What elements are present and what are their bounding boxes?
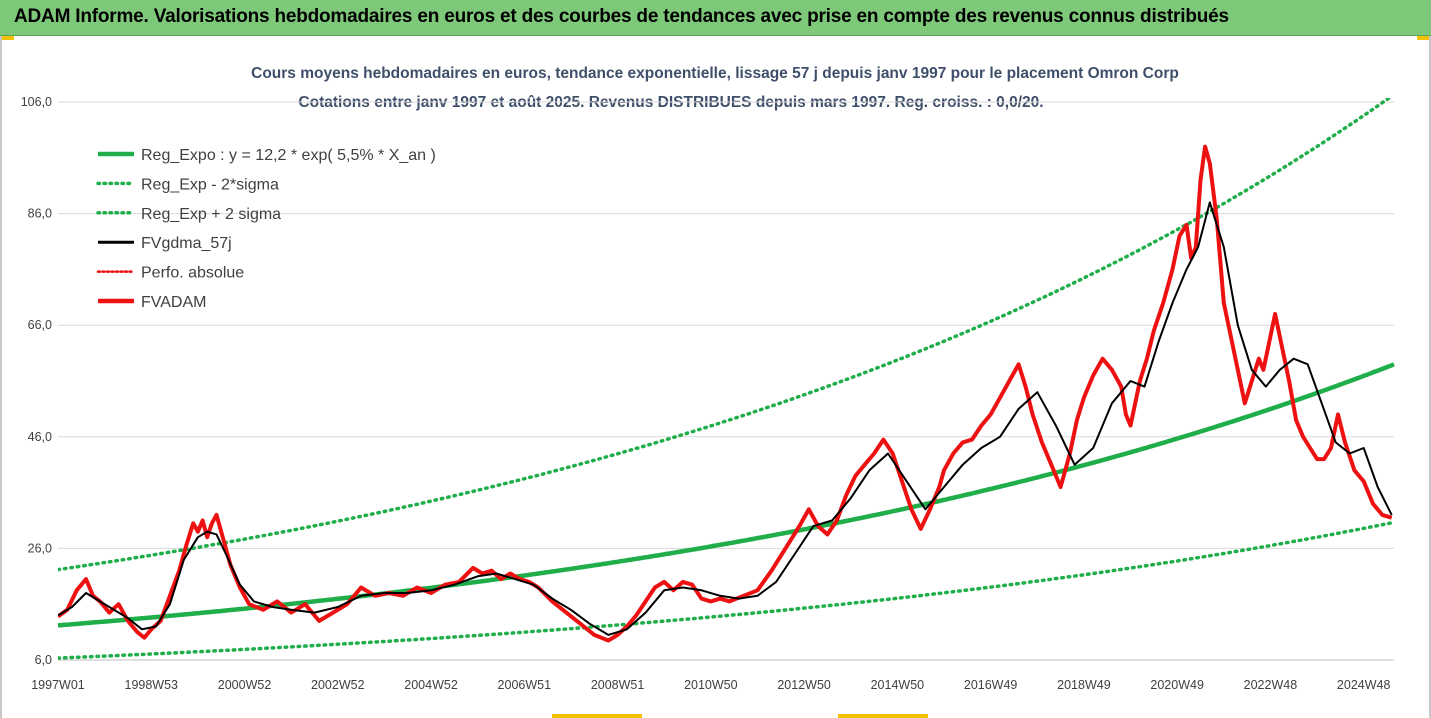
x-tick-label: 2012W50 <box>777 678 831 692</box>
legend-label: Reg_Exp - 2*sigma <box>141 176 279 193</box>
y-tick-label: 6,0 <box>35 653 52 667</box>
corner-accent-top-left <box>0 36 14 40</box>
x-tick-label: 2014W50 <box>871 678 925 692</box>
y-tick-label: 106,0 <box>21 95 52 109</box>
chart-svg: Cours moyens hebdomadaires en euros, ten… <box>21 65 1396 692</box>
x-tick-label: 2022W48 <box>1244 678 1298 692</box>
x-tick-label: 2010W50 <box>684 678 738 692</box>
report-title: ADAM Informe. Valorisations hebdomadaire… <box>14 6 1229 27</box>
x-tick-label: 2002W52 <box>311 678 365 692</box>
series-reg-exp-minus-2sigma <box>58 520 1396 660</box>
report-header: ADAM Informe. Valorisations hebdomadaire… <box>0 0 1431 36</box>
chart-title: Cours moyens hebdomadaires en euros, ten… <box>251 65 1179 82</box>
legend-label: FVADAM <box>141 294 206 311</box>
legend-label: Reg_Exp + 2 sigma <box>141 206 281 223</box>
x-tick-label: 2000W52 <box>218 678 272 692</box>
series-reg-expo <box>58 362 1395 628</box>
legend-label: Reg_Expo : y = 12,2 * exp( 5,5% * X_an ) <box>141 147 436 164</box>
series-reg-exp-plus-2sigma <box>58 98 1393 572</box>
x-tick-label: 2018W49 <box>1057 678 1111 692</box>
chart-area: Cours moyens hebdomadaires en euros, ten… <box>0 36 1431 718</box>
x-tick-label: 2006W51 <box>498 678 552 692</box>
bottom-accent-right <box>838 714 928 718</box>
x-tick-label: 1998W53 <box>125 678 179 692</box>
bottom-accent-left <box>552 714 642 718</box>
x-tick-label: 2024W48 <box>1337 678 1391 692</box>
x-tick-label: 2008W51 <box>591 678 645 692</box>
plot-area <box>58 98 1396 660</box>
x-tick-label: 1997W01 <box>31 678 85 692</box>
y-tick-label: 26,0 <box>28 541 52 555</box>
x-tick-label: 2016W49 <box>964 678 1018 692</box>
series-fvadam <box>58 144 1393 643</box>
x-tick-label: 2004W52 <box>404 678 458 692</box>
y-tick-label: 46,0 <box>28 430 52 444</box>
corner-accent-top-right <box>1417 36 1431 40</box>
legend-label: FVgdma_57j <box>141 235 232 252</box>
y-tick-label: 66,0 <box>28 318 52 332</box>
x-tick-label: 2020W49 <box>1150 678 1204 692</box>
y-tick-label: 86,0 <box>28 207 52 221</box>
series-fvgdma-57j <box>58 201 1393 636</box>
legend-label: Perfo. absolue <box>141 265 244 282</box>
